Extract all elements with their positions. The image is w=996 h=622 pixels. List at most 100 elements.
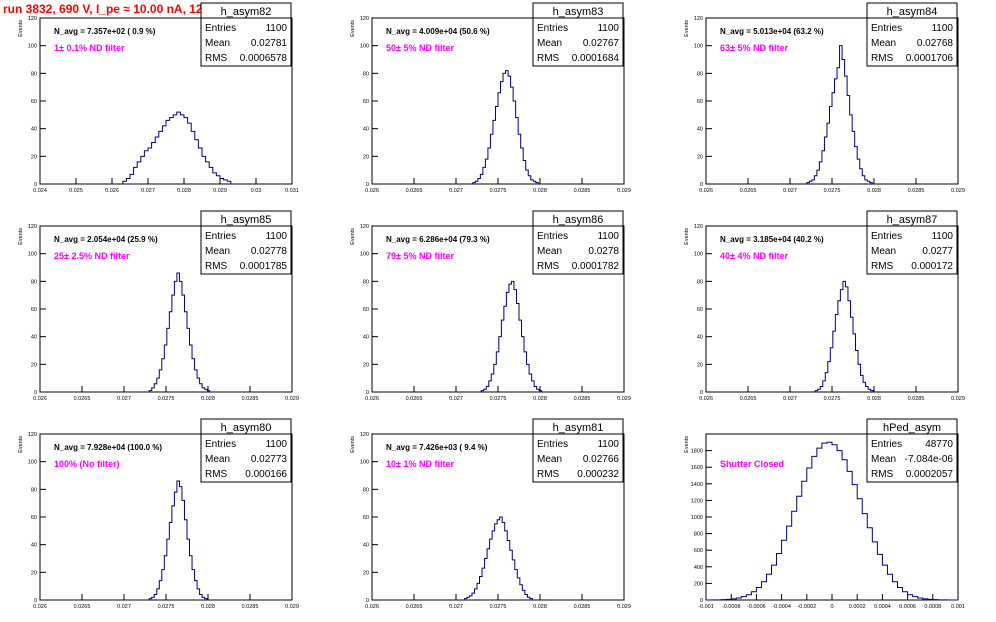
- histogram-bin: [505, 531, 508, 600]
- stats-key: Entries: [205, 23, 236, 34]
- histogram-bin: [845, 76, 848, 184]
- histogram-bin: [469, 596, 472, 600]
- histogram-bin: [522, 590, 525, 600]
- histogram-bin: [847, 471, 852, 600]
- y-tick-label: 20: [31, 154, 37, 160]
- histogram-bin: [482, 568, 485, 600]
- histogram-bin: [486, 386, 489, 392]
- histogram-bin: [474, 589, 477, 600]
- histogram-bin: [527, 597, 530, 600]
- y-axis-label: Events: [684, 436, 690, 453]
- histogram-bin: [195, 140, 199, 184]
- stats-title: h_asym86: [553, 214, 604, 226]
- stats-key: Entries: [871, 231, 902, 242]
- histogram-bin: [164, 345, 167, 392]
- histogram-bin: [487, 549, 490, 600]
- stats-value: -7.084e-06: [905, 454, 954, 465]
- y-tick-label: 80: [363, 71, 369, 77]
- histogram-bin: [824, 137, 827, 184]
- histogram-bin: [137, 162, 141, 184]
- y-tick-label: 80: [31, 487, 37, 493]
- histogram-bin: [170, 118, 174, 184]
- histogram-bin: [489, 381, 492, 392]
- x-tick-label: 0.029: [617, 604, 631, 610]
- histogram-bin: [516, 118, 519, 184]
- stats-box: [532, 2, 624, 67]
- histogram-bin: [856, 351, 859, 393]
- x-tick-label: -0.0004: [772, 604, 791, 610]
- histogram-bin: [828, 362, 831, 392]
- y-axis-label: Events: [350, 436, 356, 453]
- stats-value: 0.0001706: [906, 53, 954, 64]
- histogram-bin: [166, 120, 170, 184]
- x-tick-label: -0.0008: [722, 604, 741, 610]
- histogram-bin: [825, 373, 828, 392]
- histogram-bin: [865, 180, 868, 184]
- stats-value: 1100: [265, 23, 287, 34]
- histogram-bin: [817, 170, 820, 184]
- histogram-bin: [162, 570, 165, 600]
- x-tick-label: 0.0008: [924, 604, 941, 610]
- histogram-bin: [490, 134, 493, 184]
- histogram-bin: [529, 374, 532, 392]
- histogram-bin: [506, 71, 509, 184]
- histogram-bin: [159, 370, 162, 392]
- y-tick-label: 200: [694, 581, 703, 587]
- histogram-bin: [777, 554, 782, 600]
- x-tick-label: 0.0265: [740, 188, 757, 194]
- y-tick-label: 40: [363, 127, 369, 133]
- histogram-bin: [172, 506, 175, 600]
- stats-title: h_asym85: [221, 214, 272, 226]
- x-tick-label: 0.027: [141, 188, 155, 194]
- histogram-bin: [513, 101, 516, 184]
- stats-value: 0.000172: [911, 261, 953, 272]
- y-tick-label: 40: [697, 335, 703, 341]
- stats-key: Entries: [205, 231, 236, 242]
- histogram-bin: [499, 337, 502, 392]
- histogram-bin: [850, 115, 853, 184]
- histogram-bin: [167, 539, 170, 600]
- histogram-bin: [197, 378, 200, 392]
- histogram-bin: [862, 176, 865, 184]
- histogram-bin: [174, 281, 177, 392]
- histogram-bin: [525, 594, 528, 600]
- histogram-panel-h_asym84: 0 20 40 60 80 100 120 0.026 0.0265 0.027 0.0275 0.0…: [684, 2, 965, 194]
- y-tick-label: 40: [31, 543, 37, 549]
- histogram-bin: [503, 73, 506, 184]
- histogram-bin: [815, 391, 818, 392]
- y-axis-label: Events: [18, 20, 24, 37]
- histogram-bin: [126, 178, 130, 184]
- y-tick-label: 80: [697, 279, 703, 285]
- histogram-bin: [467, 597, 470, 600]
- histogram-bin: [832, 93, 835, 184]
- histogram-bin: [855, 147, 858, 184]
- histogram-bin: [853, 334, 856, 392]
- histogram-bin: [520, 585, 523, 600]
- x-tick-label: 0.0265: [74, 396, 91, 402]
- histogram-bin: [756, 588, 761, 600]
- x-tick-label: 0.001: [951, 604, 965, 610]
- x-tick-label: 0.028: [533, 396, 547, 402]
- histogram-bin: [192, 570, 195, 600]
- histogram-bin: [532, 381, 535, 392]
- stats-value: 0.0001684: [572, 53, 620, 64]
- histogram-bin: [491, 374, 494, 392]
- histogram-bin: [123, 181, 127, 184]
- filter-label: 100% (No filter): [54, 459, 120, 469]
- y-tick-label: 1600: [691, 465, 703, 471]
- y-tick-label: 60: [363, 99, 369, 105]
- x-tick-label: 0.029: [285, 396, 299, 402]
- x-tick-label: 0.0285: [908, 396, 925, 402]
- x-tick-label: 0.0265: [740, 396, 757, 402]
- navg-label: N_avg = 7.426e+03 ( 9.4 %): [386, 443, 488, 452]
- histogram-bin: [868, 389, 871, 392]
- x-tick-label: 0.028: [533, 188, 547, 194]
- stats-key: Entries: [537, 231, 568, 242]
- histogram-bin: [216, 176, 220, 184]
- histogram-bin: [157, 378, 160, 392]
- x-tick-label: 0.028: [867, 188, 881, 194]
- stats-value: 1100: [597, 231, 619, 242]
- histogram-bin: [473, 183, 476, 184]
- x-tick-label: 0.029: [951, 396, 965, 402]
- histogram-series: [706, 441, 958, 601]
